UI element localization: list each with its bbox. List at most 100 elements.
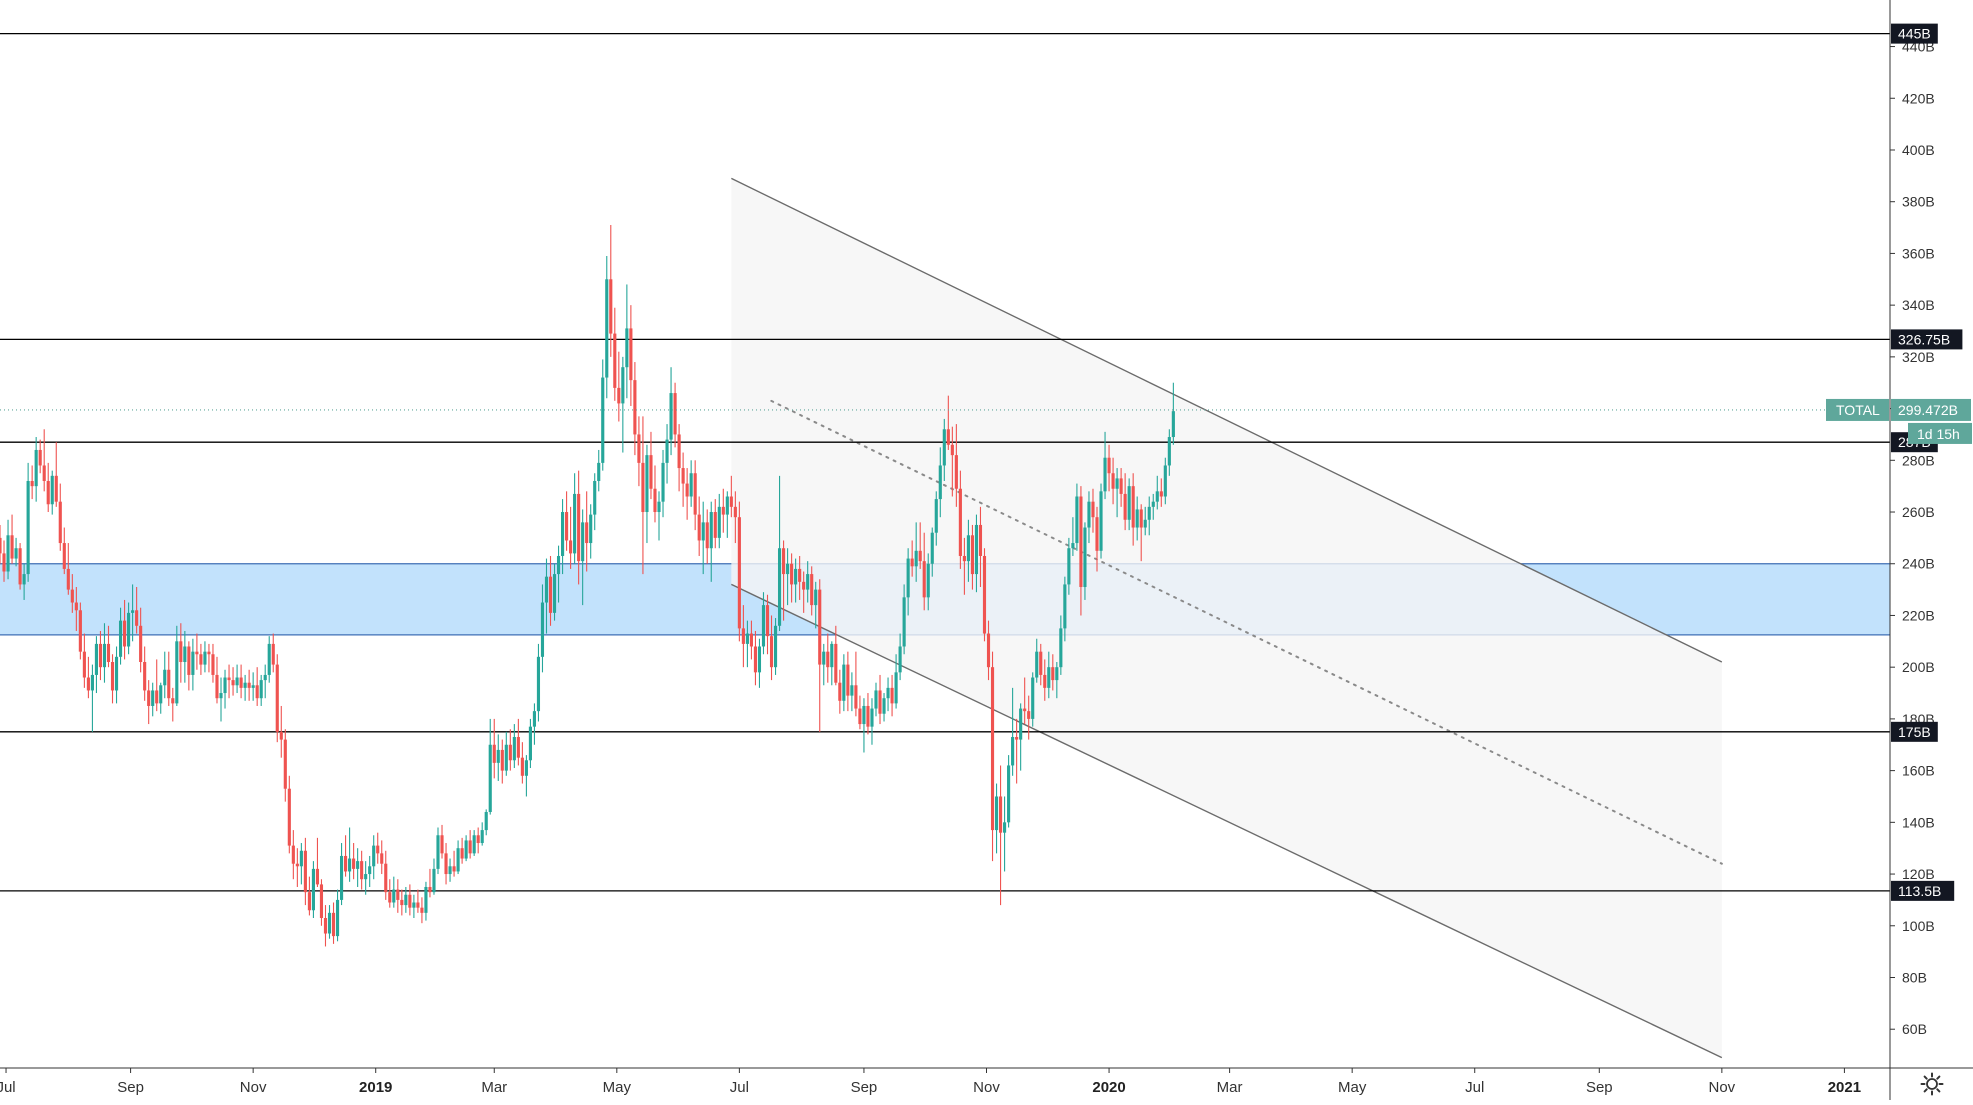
candle [565,491,569,551]
candle [882,693,886,722]
candle [685,468,689,520]
candle-body [1111,473,1115,489]
candle-body [540,602,545,657]
price-tick-label: 100B [1902,918,1935,934]
candle [307,876,311,916]
candle-body [1007,765,1011,823]
candle-body [862,705,866,725]
candle [1115,468,1119,518]
candle [86,656,90,699]
candle-body [267,643,271,675]
candle-body [1023,708,1027,712]
candle [231,667,235,696]
candle [677,424,681,492]
candle [806,561,810,603]
candle [1019,703,1023,771]
settings-gear-icon[interactable] [1920,1072,1944,1096]
candle-body [247,682,251,688]
candle [416,889,420,913]
candle [886,677,890,712]
candle [914,522,918,582]
channel-upper-line[interactable] [731,177,1723,663]
candle-body [10,535,14,559]
candle-body [709,512,713,549]
price-tick-label: 160B [1902,763,1935,779]
candle-body [118,620,123,657]
candle [830,641,834,686]
horizontal-levels[interactable] [0,32,1890,892]
candle-body [565,512,569,541]
candle-body [1031,677,1035,719]
candle [327,905,332,939]
candle-body [404,894,408,906]
candle-body [1015,736,1019,740]
candle-body [782,548,786,575]
candle [1099,483,1103,559]
candle [110,654,115,704]
candle [1079,486,1083,616]
candle-body [203,651,207,665]
candle [436,827,440,875]
candle [649,431,653,500]
candle-body [74,602,78,611]
candle-body [713,512,717,538]
candle-body [834,643,838,683]
candle-body [621,367,625,404]
candle [970,524,975,590]
candle-body [327,912,332,934]
time-tick-label: 2021 [1828,1079,1861,1096]
candle-body [408,894,412,908]
candle-body [66,568,70,590]
candle [480,822,484,846]
candle [870,698,874,745]
candle-body [942,429,946,466]
candle [617,351,621,422]
candle-body [609,279,613,334]
candle [267,636,271,683]
candle-body [191,651,195,675]
candle-body [842,664,846,701]
candle-body [810,574,814,606]
candle-body [42,465,46,481]
candle-body [870,708,874,727]
candle [1103,431,1107,500]
candle [179,623,183,683]
candle [826,633,830,683]
candle-body [432,868,436,893]
time-tick-label: Sep [851,1079,878,1096]
candle [279,705,283,758]
candle [82,633,86,688]
candle-body [733,506,737,518]
channel-midline[interactable] [770,399,1723,865]
descending-channel[interactable] [731,177,1723,1059]
time-tick-label: Jul [1465,1079,1484,1096]
candle [114,646,119,704]
candle [50,470,54,515]
candle-body [219,693,223,699]
candle-body [1063,584,1067,629]
candle [315,837,320,887]
current-price-label: 299.472B [1898,402,1958,418]
candle-body [436,835,440,869]
candle-body [323,918,328,934]
candle [275,654,279,743]
candle-body [86,677,90,691]
candle-body [460,848,464,859]
candle-body [456,848,460,872]
candle-body [476,835,480,844]
candle-body [114,656,119,691]
candle-body [504,744,508,771]
candle [203,641,207,673]
candle [364,861,368,895]
candle [348,827,352,882]
candle-body [464,840,468,859]
candle-body [866,705,870,727]
candle [492,718,496,779]
candle-body [661,462,665,502]
candle [930,527,934,577]
candle-body [1083,527,1087,588]
candle [227,664,231,699]
candle [528,718,532,769]
